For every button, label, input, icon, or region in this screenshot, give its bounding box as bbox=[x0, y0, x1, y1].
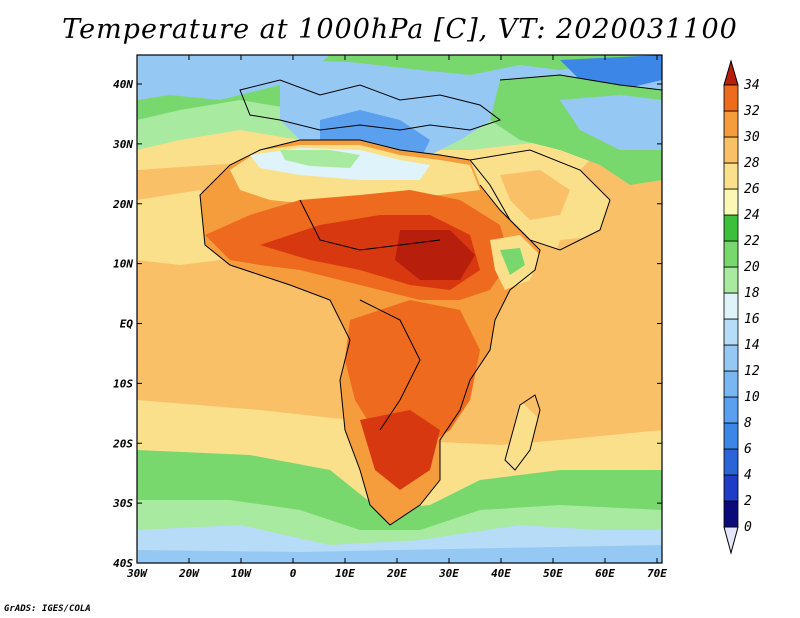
colorbar-label: 28 bbox=[744, 156, 760, 171]
lon-label: 10E bbox=[335, 567, 355, 580]
lon-label: 30W bbox=[126, 567, 148, 580]
colorbar-label: 10 bbox=[744, 390, 760, 405]
colorbar-label: 14 bbox=[744, 338, 760, 353]
longitude-axis: 30W 20W 10W 0 10E 20E 30E 40E 50E 60E 70E bbox=[126, 55, 667, 580]
lat-label: 10N bbox=[113, 258, 133, 271]
colorbar-label: 32 bbox=[743, 104, 760, 119]
colorbar-label: 4 bbox=[744, 468, 752, 483]
colorbar-min-arrow bbox=[723, 526, 739, 555]
colorbar-swatch bbox=[723, 84, 739, 112]
colorbar-swatch bbox=[723, 448, 739, 476]
colorbar-max-arrow bbox=[723, 59, 739, 86]
colorbar-swatch bbox=[723, 318, 739, 346]
colorbar-label: 18 bbox=[744, 286, 760, 301]
lat-label: 10S bbox=[113, 377, 133, 390]
colorbar-swatch bbox=[723, 396, 739, 424]
colorbar-label: 30 bbox=[743, 130, 760, 145]
colorbar-label: 2 bbox=[744, 494, 752, 509]
lat-label: 20N bbox=[112, 198, 133, 211]
temperature-field bbox=[137, 55, 662, 563]
lon-label: 20E bbox=[386, 567, 407, 580]
colorbar-label: 22 bbox=[744, 234, 760, 249]
lat-label: 20S bbox=[112, 437, 133, 450]
lon-label: 10W bbox=[231, 567, 252, 580]
lat-label: 40S bbox=[113, 557, 133, 570]
colorbar-swatch bbox=[723, 370, 739, 398]
coastlines bbox=[199, 74, 662, 526]
colorbar-label: 6 bbox=[744, 442, 752, 457]
lon-label: 0 bbox=[290, 567, 297, 580]
colorbar-label: 20 bbox=[744, 260, 760, 275]
colorbar-swatch bbox=[723, 474, 739, 502]
colorbar-label: 12 bbox=[744, 364, 760, 379]
colorbar-swatch bbox=[723, 266, 739, 294]
lon-label: 70E bbox=[647, 567, 667, 580]
lat-label: 30N bbox=[112, 138, 133, 151]
latitude-axis: 40N 30N 20N 10N EQ 10S 20S 30S 40S bbox=[112, 78, 662, 570]
colorbar-label: 26 bbox=[744, 182, 760, 197]
colorbar-swatch bbox=[723, 240, 739, 268]
lon-label: 60E bbox=[595, 567, 615, 580]
colorbar-swatch bbox=[723, 214, 739, 242]
colorbar-swatch bbox=[723, 422, 739, 450]
lat-label: EQ bbox=[120, 318, 134, 331]
lon-label: 20W bbox=[178, 567, 200, 580]
colorbar-swatch bbox=[723, 162, 739, 190]
colorbar-swatch bbox=[723, 344, 739, 372]
lat-label: 40N bbox=[113, 78, 133, 91]
colorbar-label: 24 bbox=[744, 208, 760, 223]
lon-label: 30E bbox=[438, 567, 459, 580]
colorbar-label: 8 bbox=[744, 416, 752, 431]
lon-label: 40E bbox=[491, 567, 511, 580]
colorbar-swatch bbox=[723, 500, 739, 528]
chart-title: Temperature at 1000hPa [C], VT: 20200311… bbox=[62, 14, 738, 45]
lat-label: 30S bbox=[112, 497, 133, 510]
colorbar-label: 34 bbox=[743, 78, 760, 93]
colorbar-label: 16 bbox=[744, 312, 760, 327]
lon-label: 50E bbox=[543, 567, 563, 580]
colorbar-swatch bbox=[723, 136, 739, 164]
colorbar-swatch bbox=[723, 188, 739, 216]
colorbar-swatch bbox=[723, 292, 739, 320]
grads-credit: GrADS: IGES/COLA bbox=[4, 604, 91, 614]
colorbar-label: 0 bbox=[744, 520, 752, 535]
map-frame bbox=[136, 54, 663, 564]
colorbar-swatch bbox=[723, 110, 739, 138]
